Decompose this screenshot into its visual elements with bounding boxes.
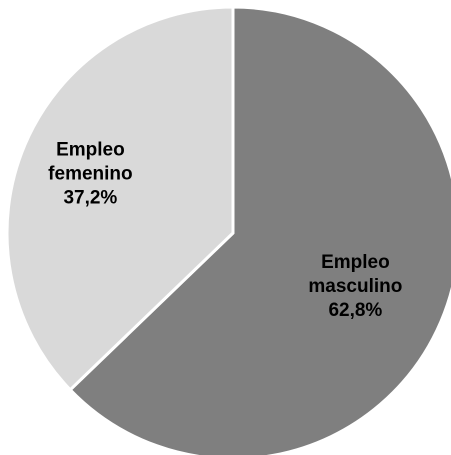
pie-slice-0 (68, 5, 451, 455)
slice-label-0: Empleo masculino 62,8% (308, 252, 402, 321)
slice-label-1: Empleo femenino 37,2% (48, 139, 132, 208)
slice-name-line-0-1: masculino (308, 276, 402, 297)
slice-name-line-1-1: femenino (48, 163, 132, 184)
pie-slices (5, 5, 451, 455)
pie-slice-1 (5, 5, 235, 392)
slice-name-line-0-0: Empleo (321, 252, 390, 273)
slice-name-line-1-0: Empleo (56, 139, 125, 160)
slice-value-label-1: 37,2% (63, 187, 117, 208)
pie-labels: Empleo masculino 62,8% Empleo femenino 37,2% (48, 139, 402, 321)
slice-value-label-0: 62,8% (328, 300, 382, 321)
